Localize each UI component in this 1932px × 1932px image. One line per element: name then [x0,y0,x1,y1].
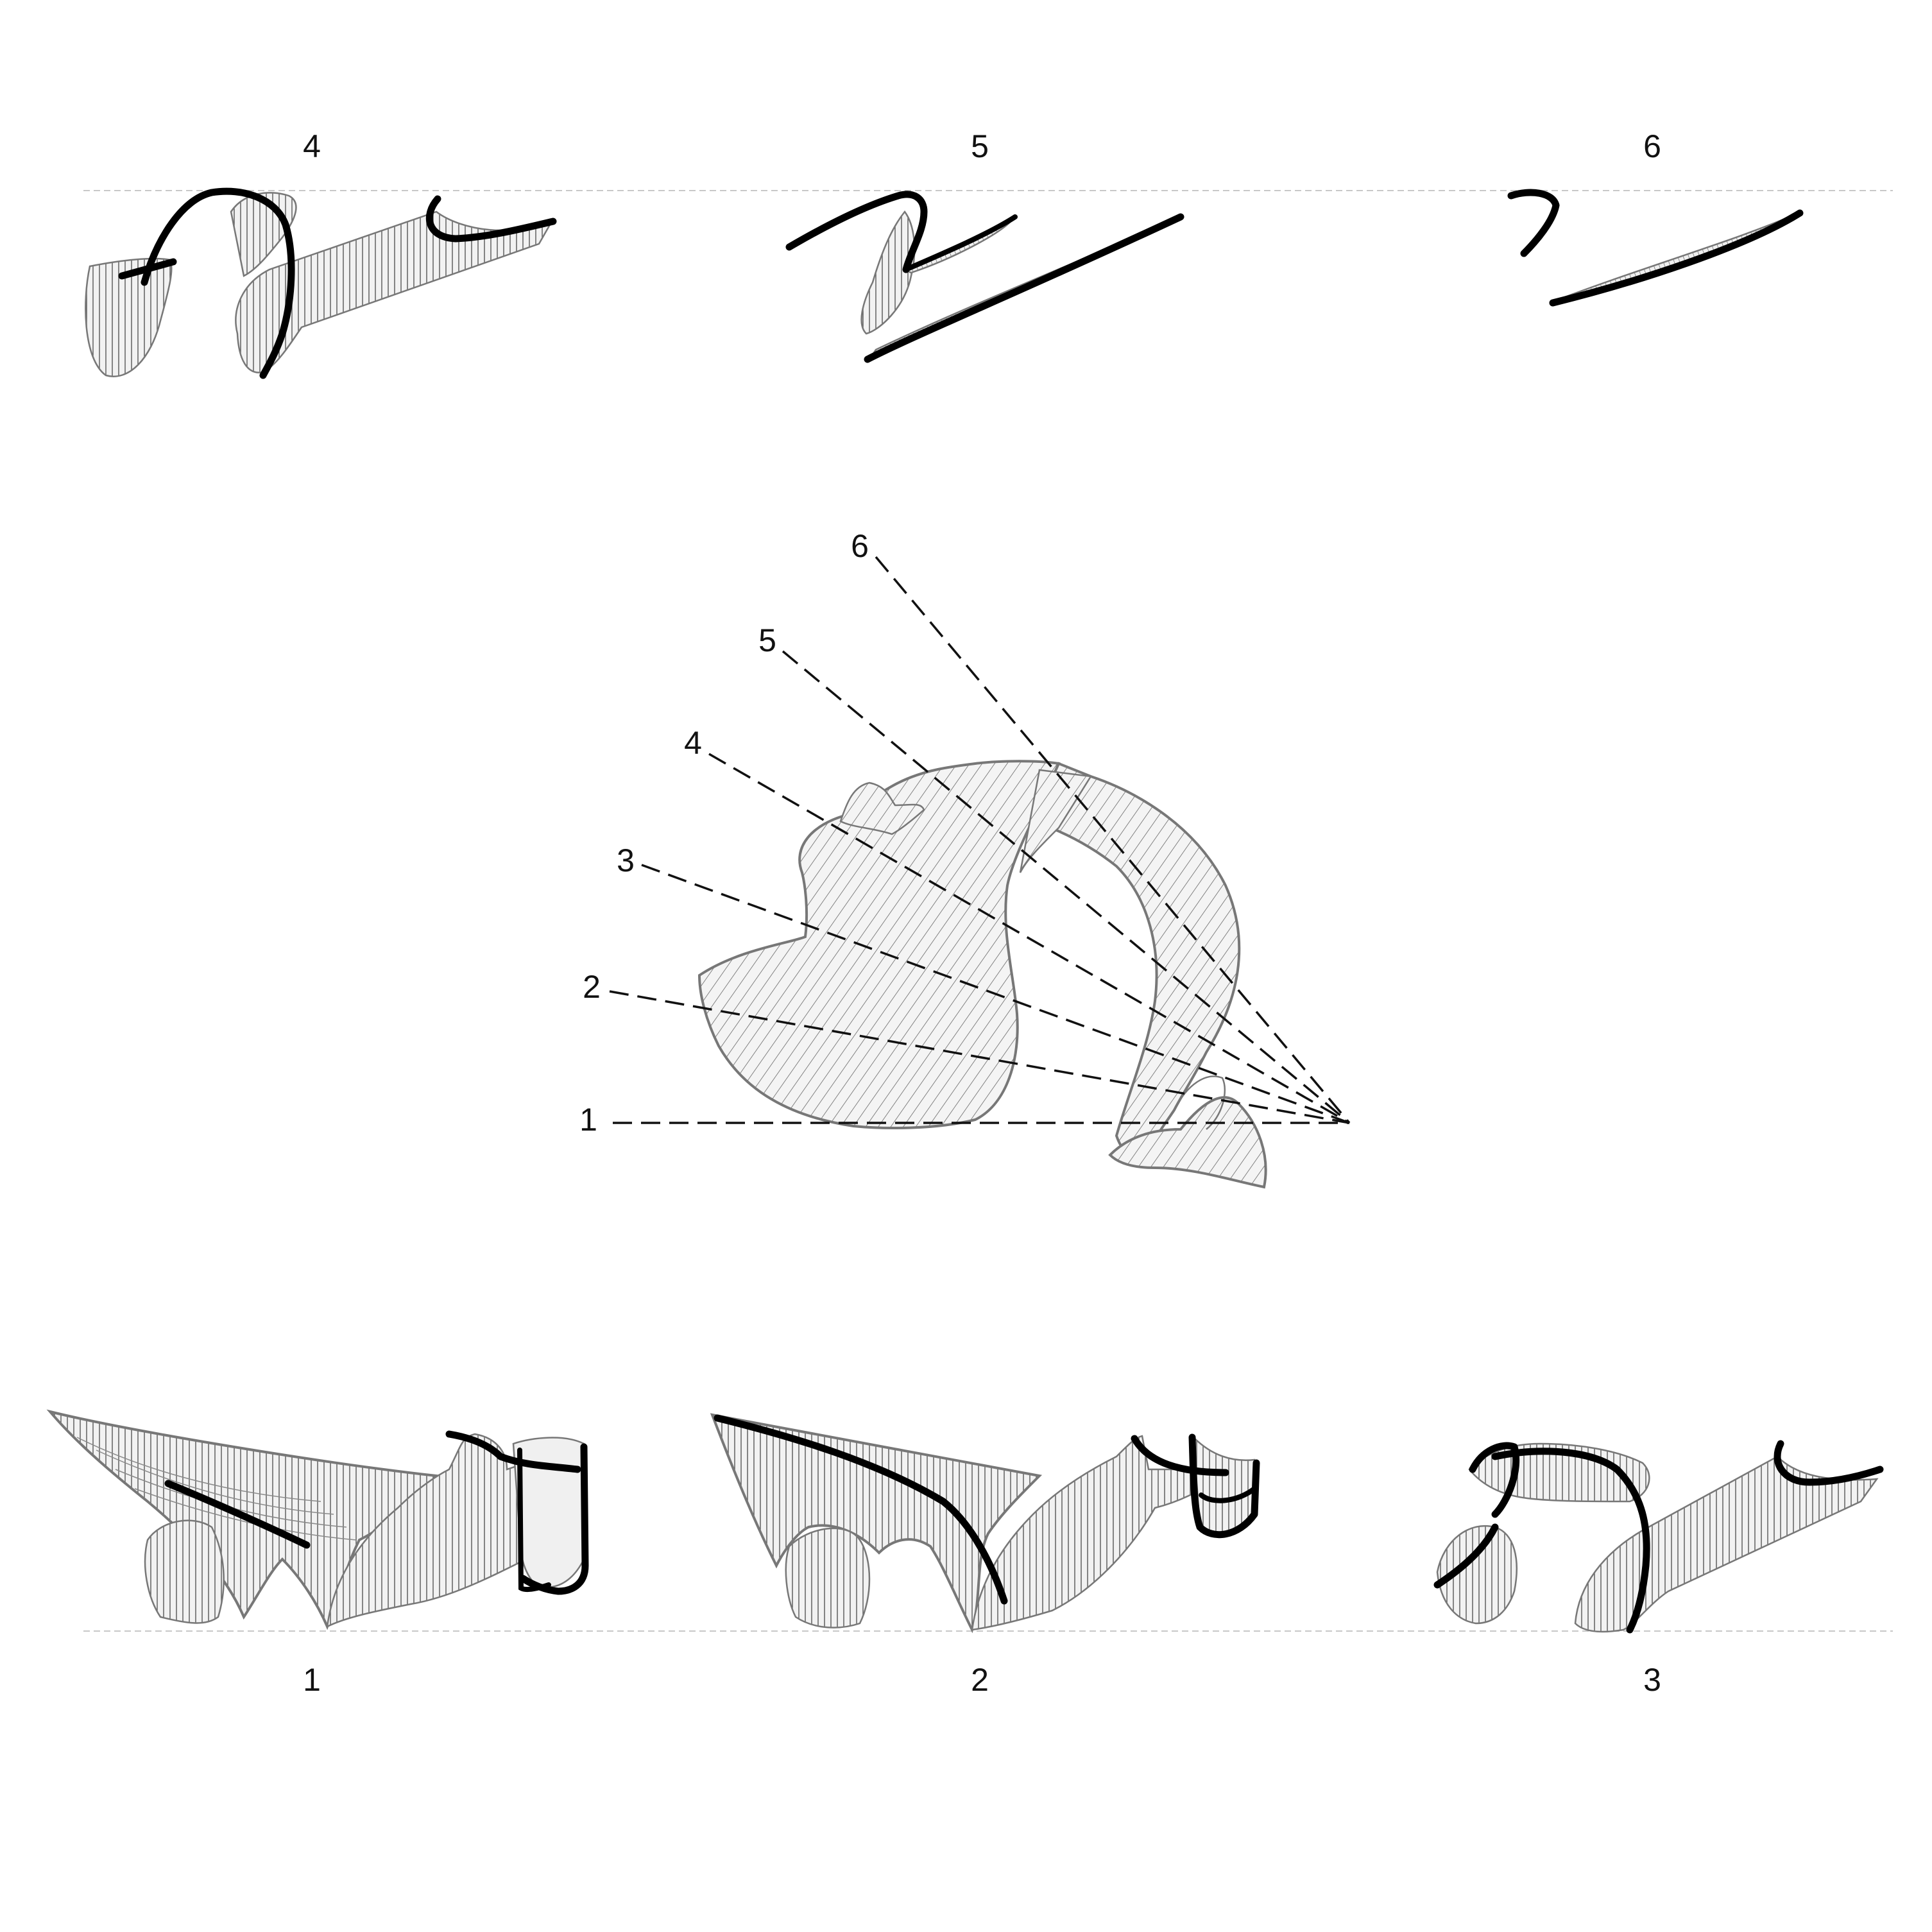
section-label-2: 2 [971,1662,989,1698]
ray-label-5: 5 [758,622,776,658]
center-composite-drawing [697,760,1267,1189]
ray-2 [609,990,1350,1124]
section-label-1: 1 [303,1662,321,1698]
ray-label-4: 4 [684,725,702,761]
section-label-4: 4 [303,128,321,164]
section-4-drawing [85,187,557,379]
ray-3 [641,864,1350,1124]
section-label-5: 5 [971,128,989,164]
ray-label-6: 6 [851,528,869,564]
ray-label-2: 2 [583,969,601,1005]
center-section-rays [609,556,1351,1124]
section-2-drawing [710,1413,1260,1634]
ray-label-3: 3 [617,842,635,878]
section-label-6: 6 [1643,128,1661,164]
section-label-3: 3 [1643,1662,1661,1698]
ray-4 [708,753,1350,1124]
section-3-drawing [1433,1440,1884,1634]
section-5-drawing [785,191,1184,363]
ray-label-1: 1 [579,1102,597,1138]
section-1-drawing [46,1409,589,1630]
section-6-drawing [1507,189,1804,307]
ray-6 [875,556,1351,1124]
ray-5 [782,650,1351,1124]
